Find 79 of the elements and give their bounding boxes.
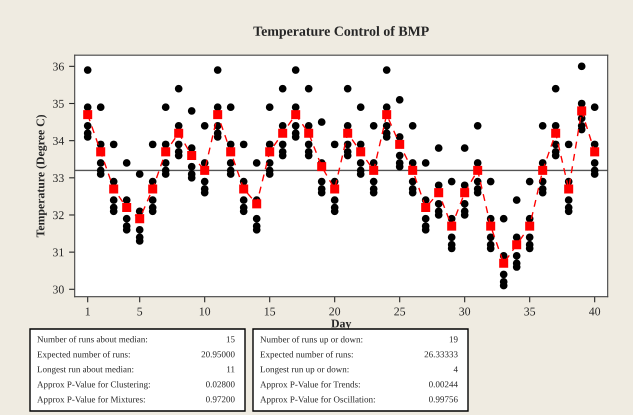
text: 0.97200 — [206, 396, 235, 402]
text: Longest run about median: — [37, 366, 134, 374]
point — [512, 240, 522, 250]
y-tick-label: 32 — [53, 211, 64, 220]
x-tick-label: 25 — [394, 308, 406, 316]
point — [252, 199, 262, 208]
point — [265, 147, 274, 156]
text: Approx P-Value for Clustering: — [37, 381, 150, 390]
point — [291, 110, 300, 120]
point — [200, 166, 210, 175]
point — [317, 162, 326, 172]
x-tick-label: 35 — [524, 308, 536, 316]
point — [187, 151, 196, 160]
point — [486, 222, 496, 231]
point — [408, 166, 418, 175]
x-tick-label: 40 — [589, 307, 600, 316]
text: 20.95000 — [202, 351, 235, 358]
text: 4 — [454, 366, 458, 372]
point — [499, 258, 508, 268]
point — [135, 214, 144, 224]
point — [330, 184, 340, 194]
point — [382, 110, 392, 120]
text: Approx P-Value for Oscillation: — [260, 396, 375, 404]
point — [551, 128, 560, 138]
x-tick-label: 10 — [200, 307, 210, 316]
point — [343, 128, 352, 138]
point — [525, 222, 534, 231]
text: 15 — [226, 336, 235, 342]
text: Longest run up or down: — [260, 366, 349, 374]
text: 0.00244 — [429, 381, 458, 388]
x-tick-label: 5 — [137, 308, 142, 316]
text: 26.33333 — [424, 351, 458, 358]
point — [278, 128, 288, 138]
x-tick-label: 15 — [264, 308, 276, 316]
chart-title: Temperature Control of BMP — [253, 26, 429, 39]
point — [421, 203, 430, 212]
x-tick-label: 1 — [86, 308, 90, 316]
point — [161, 147, 170, 156]
point — [148, 184, 158, 194]
point — [395, 140, 404, 149]
text: 0.99756 — [429, 396, 458, 402]
point — [226, 147, 236, 156]
text: Number of runs about median: — [37, 336, 148, 342]
point — [473, 166, 482, 175]
point — [304, 128, 314, 138]
text: 0.02800 — [206, 381, 235, 388]
text: Number of runs up or down: — [260, 336, 362, 344]
point — [447, 222, 456, 231]
y-tick-label: 35 — [53, 100, 64, 108]
x-tick-label: 20 — [329, 307, 340, 316]
x-axis-title: Day — [331, 320, 352, 330]
y-tick-label: 30 — [53, 286, 64, 294]
text: Approx P-Value for Mixtures: — [37, 396, 145, 404]
point — [122, 203, 132, 212]
y-tick-label: 36 — [53, 62, 64, 71]
point — [83, 110, 92, 120]
y-tick-label: 34 — [53, 136, 64, 145]
point — [590, 147, 600, 156]
y-tick-label: 33 — [53, 174, 64, 182]
point — [369, 166, 378, 175]
point — [577, 106, 586, 116]
text: 19 — [450, 336, 458, 342]
point — [356, 147, 366, 156]
text: 11 — [227, 366, 234, 372]
y-tick-label: 31 — [53, 248, 64, 256]
point — [564, 184, 574, 194]
point — [434, 188, 444, 198]
text: Approx P-Value for Trends: — [260, 381, 360, 390]
point — [460, 188, 470, 198]
point — [538, 166, 548, 175]
point — [174, 128, 184, 138]
y-axis-title: Temperature (Degree C) — [36, 114, 47, 238]
x-tick-label: 30 — [459, 307, 470, 316]
text: Expected number of runs: — [37, 351, 130, 360]
text: Expected number of runs: — [260, 351, 353, 360]
point — [239, 184, 248, 194]
point — [96, 147, 106, 156]
point — [109, 184, 118, 194]
point — [213, 110, 222, 120]
